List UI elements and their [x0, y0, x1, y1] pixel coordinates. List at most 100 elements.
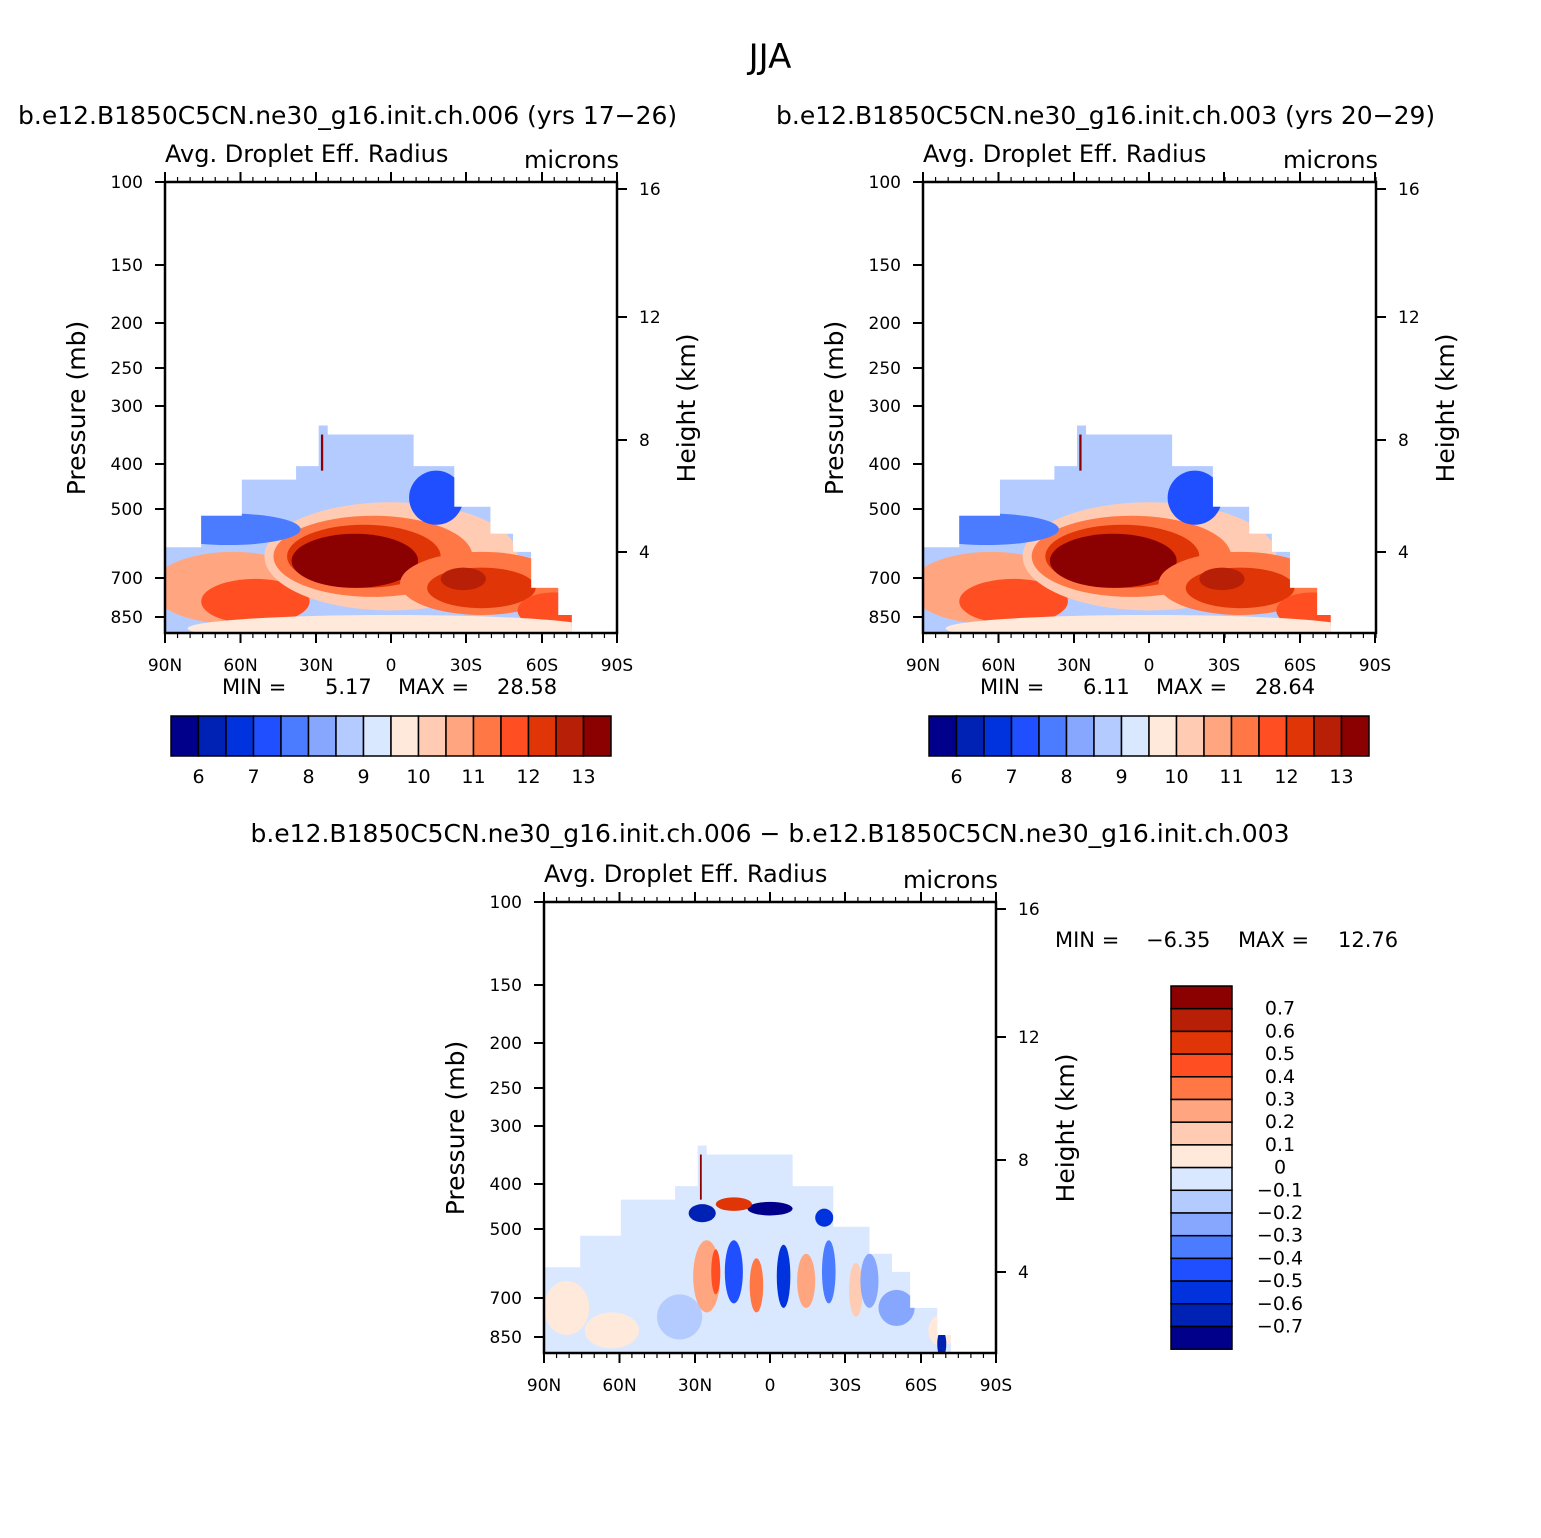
colorbar-swatch [1010, 715, 1040, 757]
field-blob [1199, 567, 1245, 591]
panel3-minmax: MIN = −6.35 MAX = 12.76 [1055, 928, 1398, 952]
y-tick-label: 400 [869, 455, 901, 475]
y-axis-label: Pressure (mb) [62, 321, 91, 495]
y-tick-label: 250 [111, 359, 143, 379]
colorbar-label: 0.3 [1265, 1089, 1295, 1111]
colorbar-swatch [417, 715, 447, 757]
x-tick-label: 30S [450, 656, 482, 676]
panel1-run-label: b.e12.B1850C5CN.ne30_g16.init.ch.006 (yr… [18, 101, 677, 130]
colorbar-swatch [1170, 1303, 1233, 1328]
colorbar-swatch [335, 715, 365, 757]
colorbar-swatch [307, 715, 337, 757]
panel3-max-label: MAX = [1238, 928, 1309, 952]
panel3-min-value: −6.35 [1146, 928, 1210, 952]
y-tick-label: 850 [869, 608, 901, 628]
panel2-max-label: MAX = [1156, 675, 1227, 699]
colorbar-swatch [1175, 715, 1205, 757]
field-blob [165, 513, 301, 546]
y2-tick-label: 8 [639, 431, 650, 451]
field-spike [699, 1154, 702, 1200]
colorbar-swatch [362, 715, 392, 757]
panel1-max-value: 28.58 [497, 675, 557, 699]
y-tick-label: 850 [490, 1328, 522, 1348]
y-tick-label: 700 [490, 1289, 522, 1309]
colorbar-label: 6 [950, 766, 962, 788]
colorbar-swatch [582, 715, 612, 757]
panel2-max-value: 28.64 [1255, 675, 1315, 699]
colorbar-swatch [170, 715, 200, 757]
colorbar-swatch [1170, 1076, 1233, 1101]
colorbar-swatch [1065, 715, 1095, 757]
colorbar-swatch [1038, 715, 1068, 757]
x-tick-label: 60S [905, 1376, 937, 1396]
colorbar-swatch [1170, 1234, 1233, 1260]
y-tick-label: 400 [490, 1175, 522, 1195]
colorbar-label: 10 [1164, 766, 1188, 788]
colorbar-swatch [1285, 715, 1315, 757]
field-blob [1049, 533, 1177, 588]
field-blob [923, 513, 1059, 546]
colorbar-label: 9 [1115, 766, 1127, 788]
colorbar-label: 0 [1274, 1157, 1286, 1179]
colorbar-swatch [1093, 715, 1123, 757]
field-blob [187, 614, 572, 633]
field-blob [1167, 470, 1222, 525]
panel2-min-label: MIN = [980, 675, 1044, 699]
x-tick-label: 30S [1208, 656, 1240, 676]
colorbar-swatch [1230, 715, 1260, 757]
y2-tick-label: 16 [1398, 180, 1420, 200]
panel1-max-label: MAX = [398, 675, 469, 699]
colorbar-swatch [1170, 985, 1233, 1010]
field-blob [711, 1249, 721, 1295]
x-tick-label: 0 [1144, 656, 1155, 676]
colorbar-label: 13 [571, 766, 595, 788]
field-layer [544, 1145, 951, 1353]
panel2-colorbar: 6 7 8 9 10 11 12 13 [928, 715, 1370, 788]
panel3-min-label: MIN = [1055, 928, 1119, 952]
contour-field [544, 1145, 951, 1353]
y-tick-label: 250 [490, 1079, 522, 1099]
field-blob [821, 1240, 836, 1304]
field-blob [409, 470, 464, 525]
contour-field [165, 425, 572, 633]
colorbar-label: −0.7 [1257, 1316, 1303, 1338]
y2-tick-label: 12 [1018, 1028, 1040, 1048]
colorbar-swatch [1203, 715, 1233, 757]
y-axis-label: Pressure (mb) [441, 1041, 470, 1215]
colorbar-swatch [472, 715, 502, 757]
y2-axis-label: Height (km) [1431, 334, 1460, 483]
colorbar-swatch [928, 715, 958, 757]
colorbar-label: 8 [1060, 766, 1072, 788]
field-spike [1079, 434, 1082, 471]
x-tick-label: 90N [527, 1376, 561, 1396]
colorbar-label: −0.4 [1257, 1247, 1303, 1269]
field-blob [724, 1240, 743, 1304]
y2-tick-label: 16 [1018, 900, 1040, 920]
colorbar-label: 11 [461, 766, 485, 788]
y-tick-label: 300 [869, 397, 901, 417]
x-tick-label: 60N [223, 656, 257, 676]
y-tick-label: 300 [111, 397, 143, 417]
field-blob [747, 1201, 793, 1216]
panel3-colorbar: 0.70.60.50.40.30.20.10−0.1−0.2−0.3−0.4−0… [1170, 985, 1303, 1350]
y-tick-label: 250 [869, 359, 901, 379]
x-tick-label: 30N [1057, 656, 1091, 676]
field-blob [815, 1208, 834, 1227]
colorbar-swatch [1170, 1121, 1233, 1146]
colorbar-swatch [1170, 1212, 1233, 1237]
x-tick-label: 0 [765, 1376, 776, 1396]
y2-tick-label: 12 [639, 308, 661, 328]
panel2-minmax: MIN = 6.11 MAX = 28.64 [980, 675, 1315, 699]
colorbar-swatch [252, 715, 282, 757]
field-blob [860, 1253, 879, 1308]
field-blob [201, 578, 310, 624]
x-tick-label: 30N [299, 656, 333, 676]
colorbar-swatch [555, 715, 585, 757]
colorbar-swatch [1170, 1166, 1233, 1192]
y2-tick-label: 16 [639, 180, 661, 200]
colorbar-swatch [1170, 1098, 1233, 1123]
colorbar-label: 8 [302, 766, 314, 788]
colorbar-swatch [1120, 715, 1150, 757]
y2-tick-label: 12 [1398, 308, 1420, 328]
x-tick-label: 60S [526, 656, 558, 676]
